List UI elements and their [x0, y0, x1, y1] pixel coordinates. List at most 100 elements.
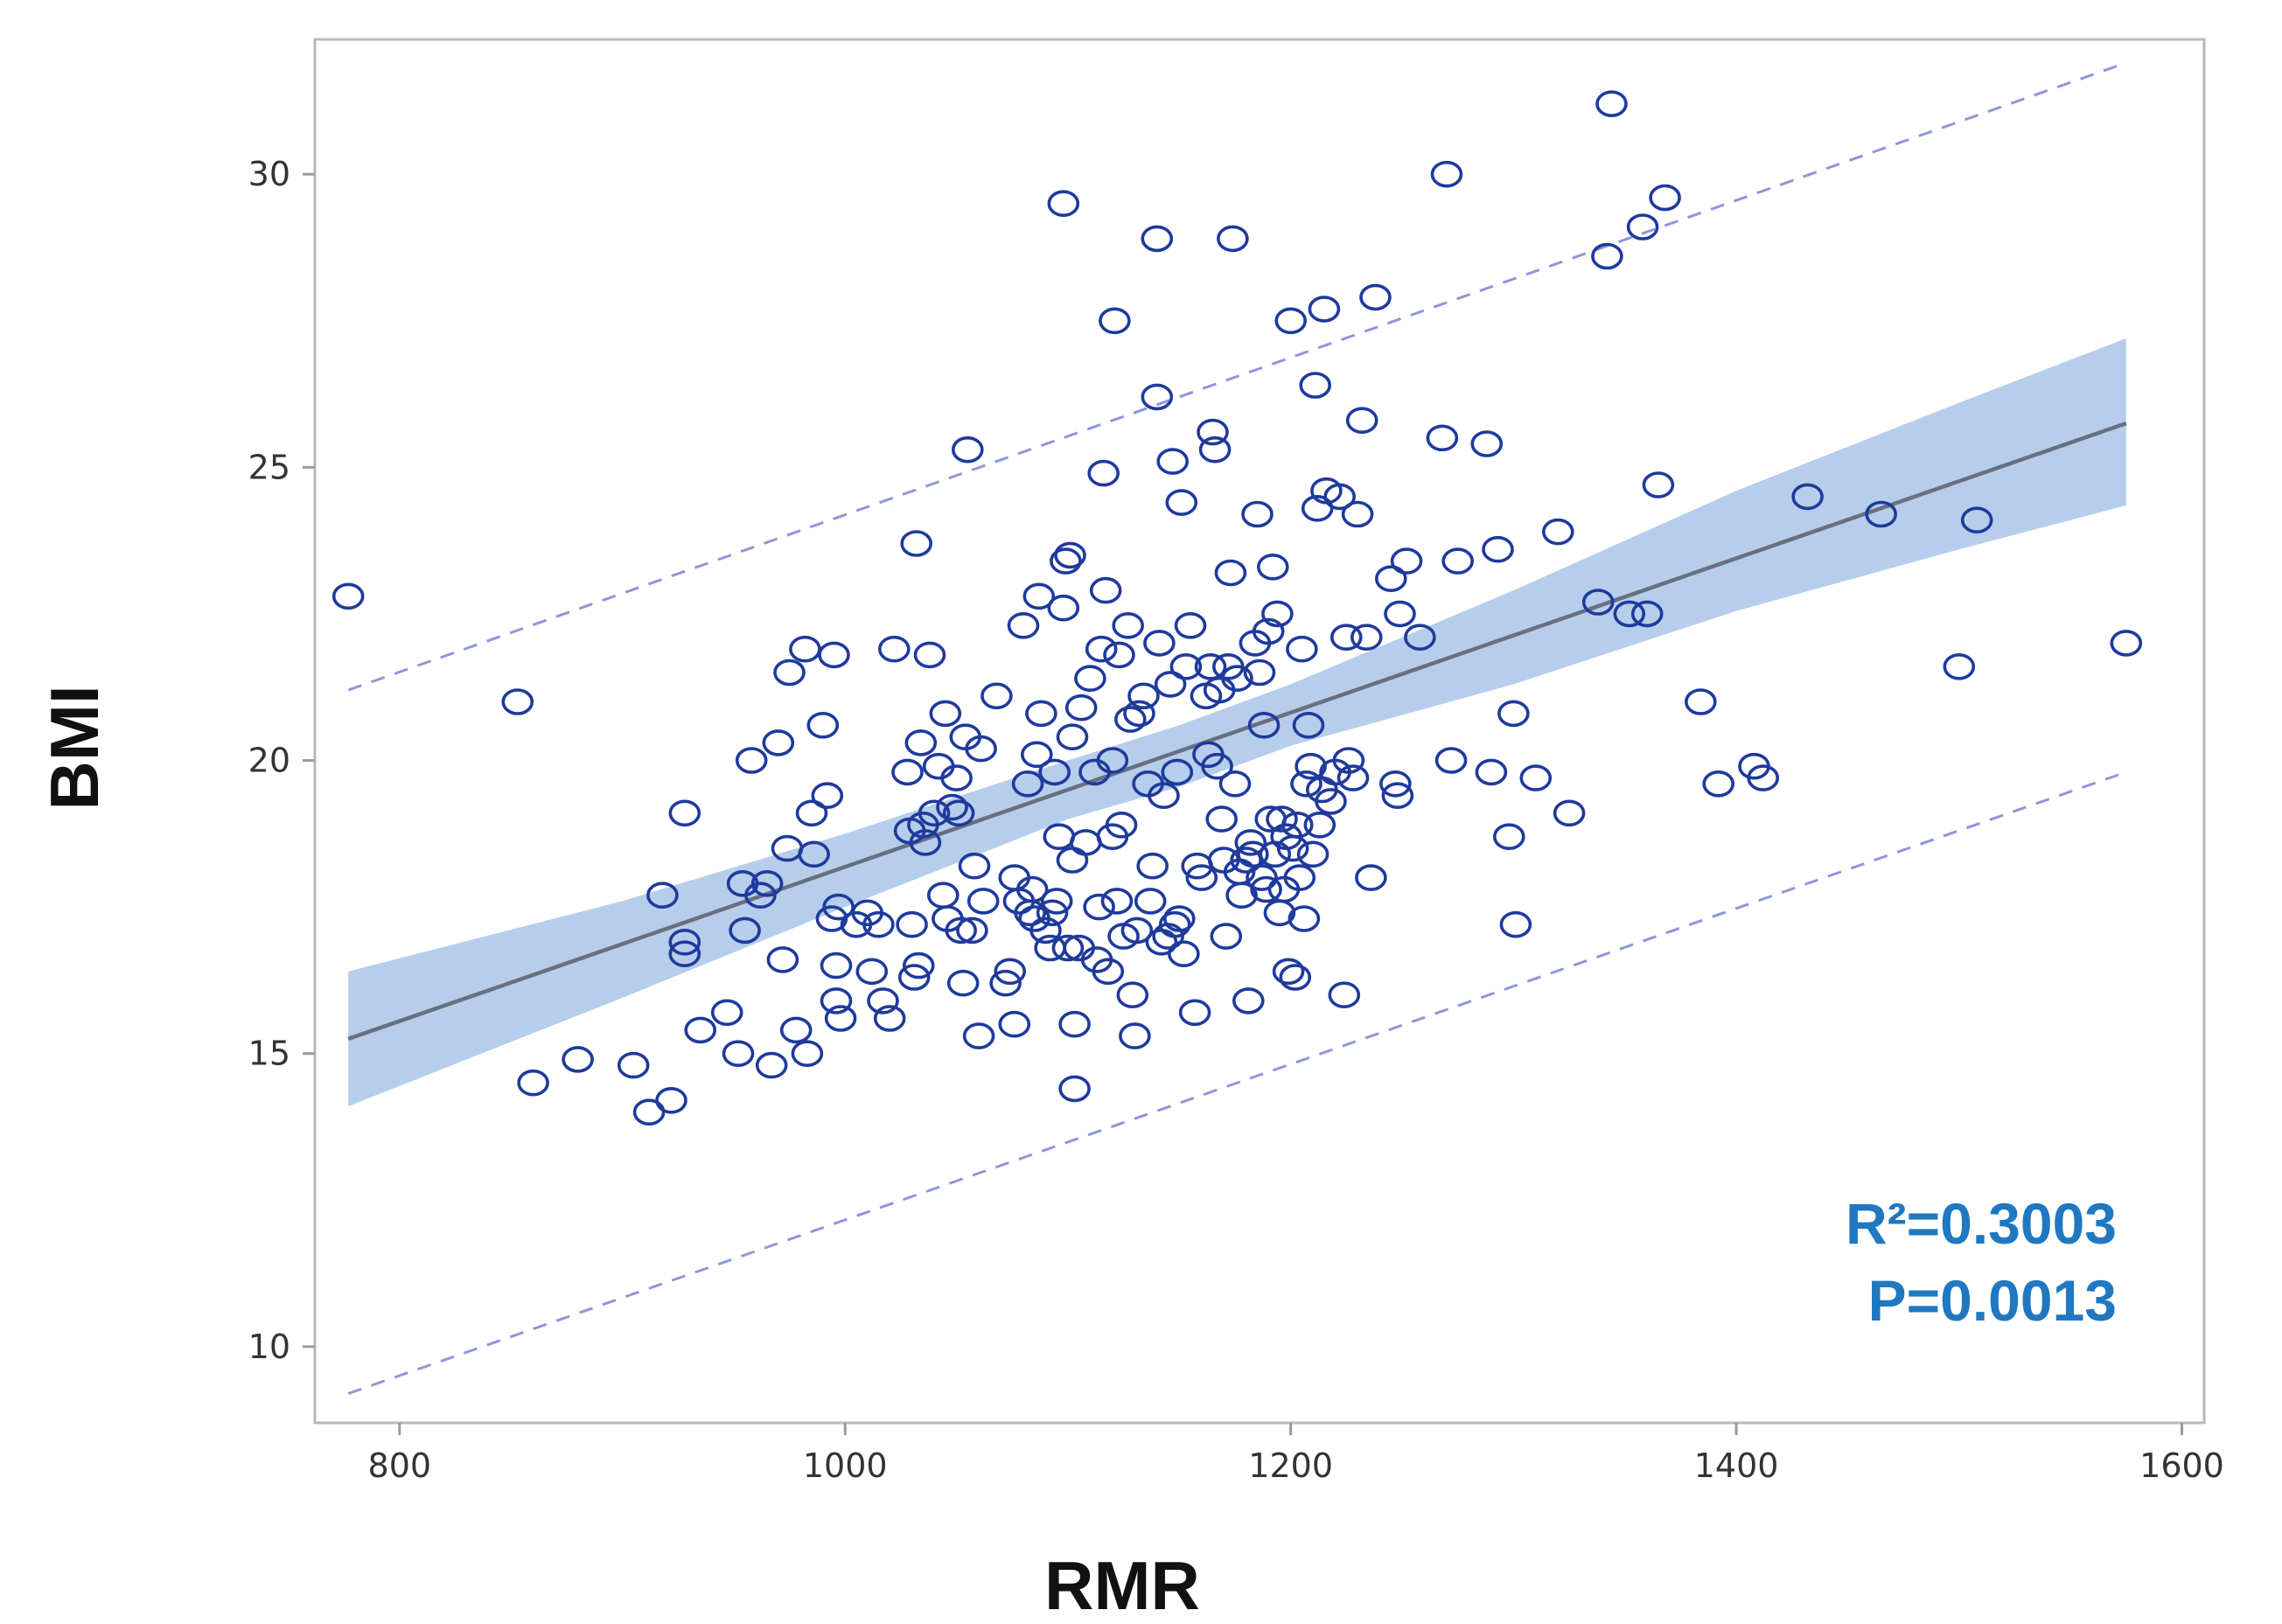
data-point — [710, 999, 743, 1027]
data-point — [1330, 624, 1363, 652]
data-point — [967, 888, 1000, 915]
data-point — [1542, 518, 1574, 546]
data-point — [1960, 506, 1993, 534]
data-point — [798, 840, 830, 868]
data-point — [1178, 999, 1211, 1027]
data-point — [2110, 630, 2143, 657]
data-point — [1288, 905, 1321, 932]
data-point — [1241, 500, 1274, 528]
data-point — [1261, 600, 1294, 628]
confidence-band — [348, 338, 2126, 1106]
data-point — [1234, 829, 1267, 856]
data-point — [1058, 1075, 1091, 1103]
data-point — [980, 682, 1013, 710]
data-point — [1434, 747, 1468, 774]
data-point — [1123, 700, 1155, 728]
p-value-annotation: P=0.0013 — [1868, 1268, 2117, 1333]
data-point — [945, 917, 977, 944]
data-point — [762, 729, 795, 756]
data-point — [873, 1005, 906, 1032]
data-point — [998, 1010, 1031, 1038]
data-point — [1074, 665, 1106, 693]
data-point — [1642, 471, 1675, 498]
data-point — [1336, 764, 1370, 791]
data-point — [1015, 875, 1049, 903]
data-point — [1283, 864, 1316, 891]
data-point — [735, 747, 768, 774]
data-point — [913, 641, 946, 669]
x-tick-label: 1200 — [1248, 1446, 1333, 1485]
data-point — [1148, 782, 1180, 810]
data-point — [994, 958, 1026, 986]
data-point — [1266, 805, 1298, 833]
data-point — [1158, 910, 1191, 938]
data-point — [1116, 981, 1149, 1008]
data-point — [1295, 752, 1327, 780]
data-point — [1221, 665, 1253, 693]
data-point — [1441, 547, 1474, 575]
data-point — [1198, 436, 1232, 464]
data-point — [900, 530, 932, 557]
data-point — [1230, 847, 1262, 874]
data-point — [1205, 805, 1238, 833]
data-point — [1341, 500, 1374, 528]
data-point — [1581, 589, 1615, 616]
data-point — [1328, 981, 1361, 1008]
y-tick-label: 15 — [248, 1035, 290, 1073]
data-point — [811, 782, 844, 810]
data-point — [904, 729, 938, 756]
data-point — [1099, 307, 1131, 335]
data-point — [965, 735, 997, 763]
data-point — [1025, 700, 1057, 728]
data-point — [1296, 840, 1329, 868]
data-point — [1292, 711, 1325, 739]
data-point — [936, 793, 968, 821]
data-point — [1050, 547, 1082, 575]
data-point — [1279, 964, 1312, 991]
data-point — [1323, 483, 1356, 511]
prediction-interval-layer — [347, 61, 2127, 1395]
x-tick-label: 1400 — [1694, 1446, 1779, 1485]
y-axis-title: BMI — [36, 686, 113, 811]
data-point — [867, 987, 899, 1014]
data-point — [331, 582, 365, 610]
data-point — [1120, 917, 1154, 944]
data-point — [1299, 372, 1331, 399]
data-point — [1613, 600, 1646, 628]
data-point — [956, 917, 988, 944]
data-point — [820, 987, 853, 1014]
data-point — [1143, 630, 1176, 657]
data-point — [1232, 987, 1265, 1014]
data-point — [946, 969, 980, 997]
data-point — [1225, 882, 1258, 910]
data-point — [1114, 706, 1147, 733]
data-point — [1308, 296, 1341, 323]
data-point — [1493, 823, 1525, 851]
data-point — [1290, 770, 1322, 798]
data-point — [1250, 875, 1282, 903]
data-point — [824, 1005, 857, 1032]
data-point — [896, 910, 928, 938]
data-point — [877, 635, 911, 663]
data-point — [789, 635, 821, 663]
data-point — [1475, 758, 1508, 786]
data-point — [822, 893, 855, 921]
data-point — [766, 946, 799, 973]
data-point — [1161, 758, 1194, 786]
data-point — [1470, 430, 1504, 457]
data-point — [1168, 940, 1200, 967]
data-point — [891, 758, 924, 786]
data-point — [1595, 90, 1628, 117]
data-point — [1194, 652, 1227, 680]
data-point — [1350, 624, 1383, 652]
data-point — [952, 436, 984, 464]
data-point — [1210, 923, 1243, 950]
data-point — [909, 829, 942, 856]
data-point — [1085, 635, 1118, 663]
data-point — [1141, 383, 1174, 411]
data-point — [722, 1040, 755, 1067]
data-point — [668, 929, 701, 956]
data-point — [1217, 225, 1249, 253]
data-point — [1404, 624, 1436, 652]
